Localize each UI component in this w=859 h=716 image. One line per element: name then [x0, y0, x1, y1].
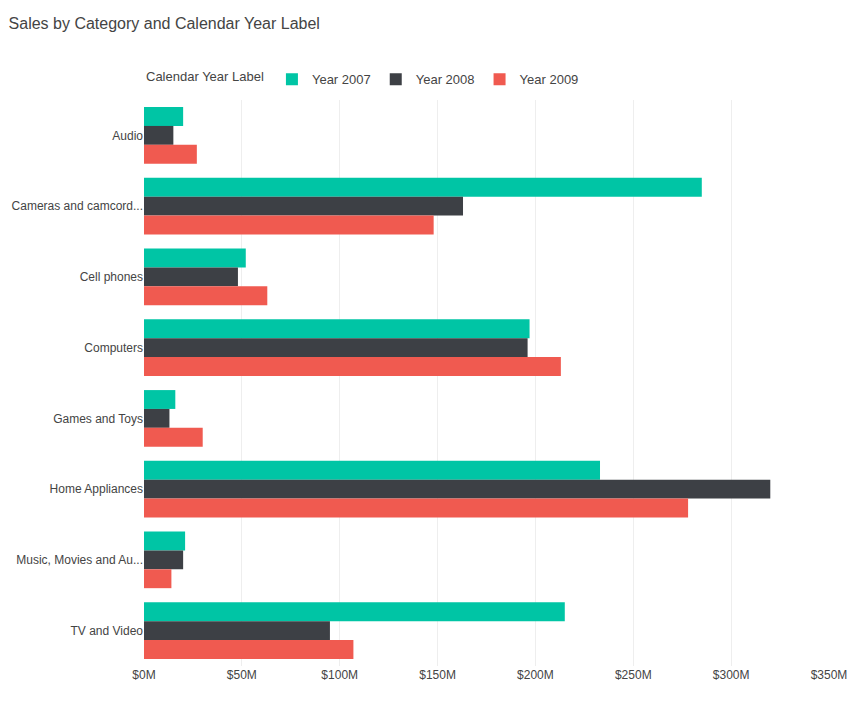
svg-text:Sales by Category and Calendar: Sales by Category and Calendar Year Labe… [9, 15, 320, 32]
svg-text:Year 2008: Year 2008 [416, 72, 475, 87]
svg-text:TV and Video: TV and Video [71, 624, 144, 638]
svg-text:$100M: $100M [321, 668, 358, 682]
svg-text:Cell phones: Cell phones [80, 270, 143, 284]
svg-text:Music, Movies and Au...: Music, Movies and Au... [16, 553, 143, 567]
svg-text:$0M: $0M [132, 668, 155, 682]
svg-text:Games and Toys: Games and Toys [53, 412, 143, 426]
svg-text:Home Appliances: Home Appliances [50, 482, 143, 496]
svg-text:Audio: Audio [112, 129, 143, 143]
svg-text:$350M: $350M [811, 668, 848, 682]
svg-text:Computers: Computers [84, 341, 143, 355]
svg-text:$50M: $50M [227, 668, 257, 682]
svg-text:Year 2007: Year 2007 [312, 72, 371, 87]
svg-text:$200M: $200M [517, 668, 554, 682]
svg-text:Calendar Year Label: Calendar Year Label [146, 69, 264, 84]
svg-text:$150M: $150M [419, 668, 456, 682]
svg-text:$300M: $300M [713, 668, 750, 682]
svg-text:$250M: $250M [615, 668, 652, 682]
svg-text:Year 2009: Year 2009 [520, 72, 579, 87]
svg-text:Cameras and camcord...: Cameras and camcord... [12, 199, 143, 213]
